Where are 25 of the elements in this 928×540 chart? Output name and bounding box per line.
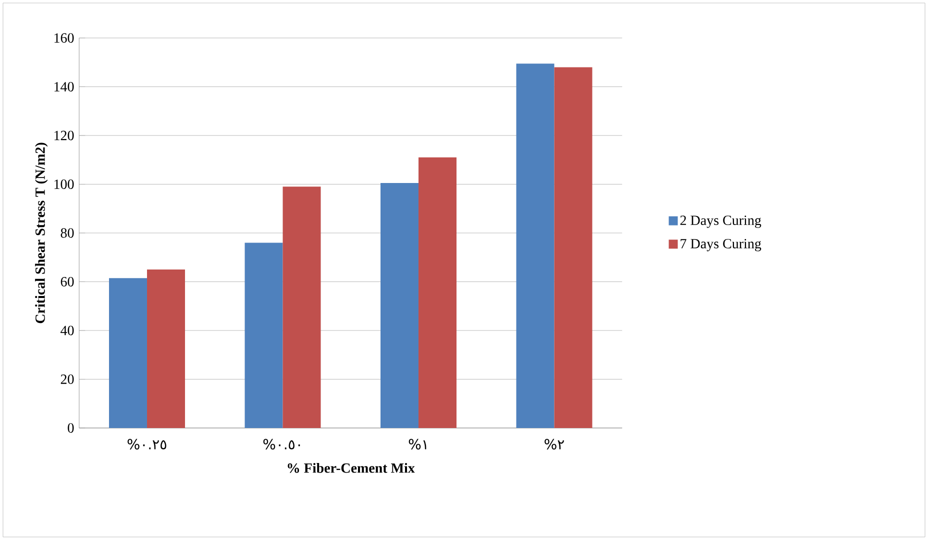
x-tick-label: %١: [408, 438, 426, 450]
x-tick-label: %٠.٥٠: [263, 438, 300, 450]
bar: [516, 64, 554, 428]
x-tick-label: %٠.٢٥: [128, 438, 166, 450]
y-tick-label: 160: [54, 33, 74, 43]
bar: [554, 67, 592, 428]
y-tick-label: 20: [60, 374, 74, 384]
y-tick-label: 40: [60, 326, 74, 336]
legend-label: 2 Days Curing: [680, 216, 762, 228]
y-tick-label: 100: [54, 180, 74, 189]
bar: [282, 186, 321, 428]
y-tick-label: 60: [60, 277, 74, 286]
y-tick-label: 80: [60, 228, 74, 238]
y-tick-label: 140: [54, 82, 74, 92]
legend-label: 7 Days Curing: [680, 238, 762, 252]
bar: [380, 183, 419, 428]
x-tick-label: %٢: [544, 438, 564, 450]
bar: [244, 242, 283, 428]
y-tick-label: 120: [54, 130, 74, 140]
bar: [418, 157, 457, 428]
y-tick-label: 0: [68, 423, 74, 433]
y-axis-title: Critical Shear Stress T (N/m2): [35, 142, 48, 324]
bar: [147, 270, 186, 428]
x-axis-title: % Fiber-Cement Mix: [288, 462, 415, 473]
bar: [109, 278, 148, 428]
